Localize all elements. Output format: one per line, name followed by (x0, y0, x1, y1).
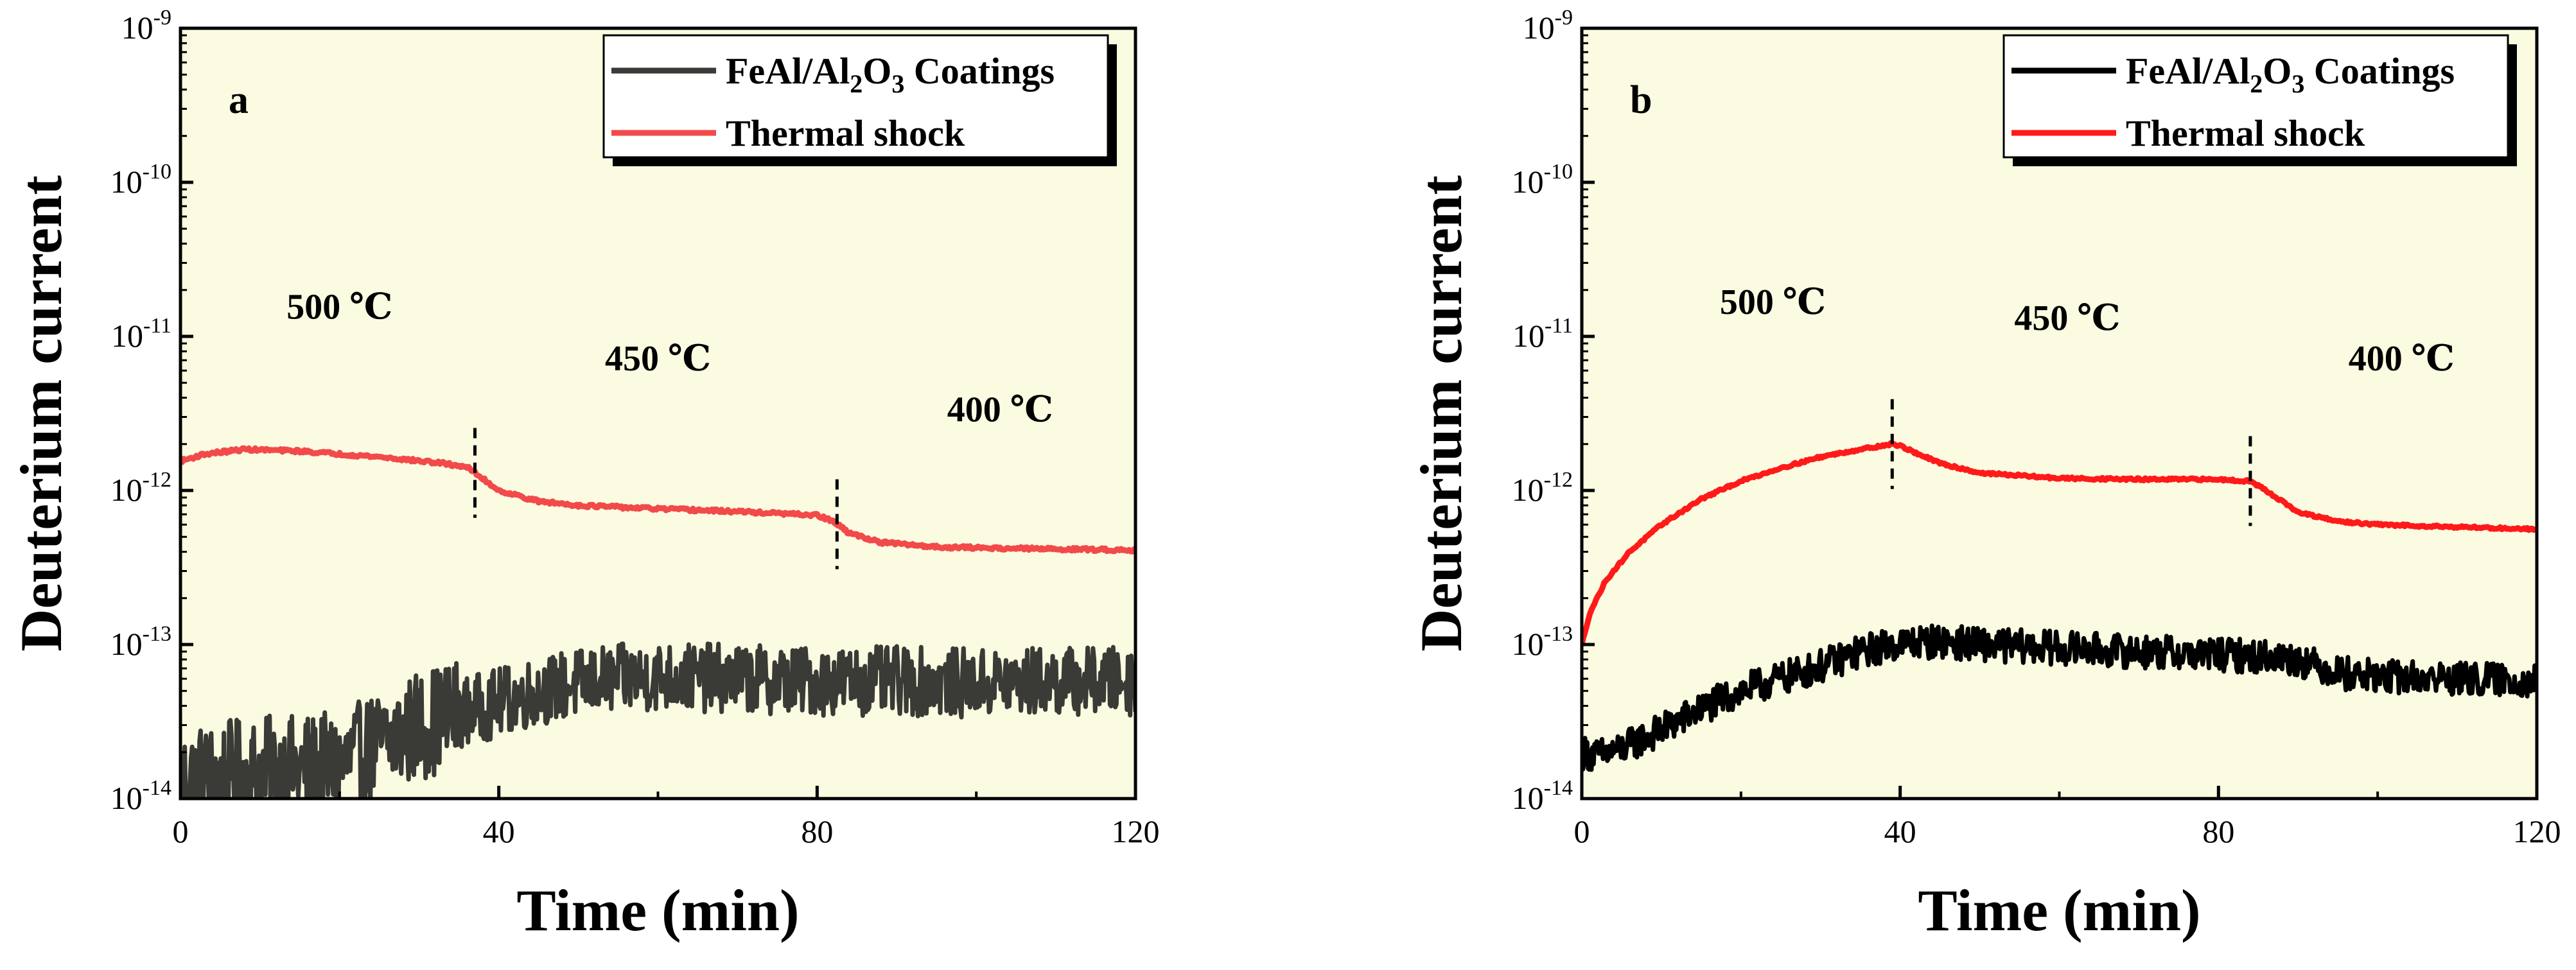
legend-label: Thermal shock (2126, 112, 2365, 154)
legend-label: FeAl/Al2O3 Coatings (726, 50, 1055, 98)
temperature-label: 500 ℃ (286, 288, 392, 327)
y-tick-label: 10-12 (1512, 468, 1573, 508)
y-tick-label: 10-10 (1512, 160, 1573, 200)
temperature-label: 450 ℃ (605, 339, 711, 379)
y-tick-label: 10-9 (121, 6, 171, 46)
temperature-label: 450 ℃ (2014, 299, 2120, 338)
panel-letter: b (1630, 78, 1652, 122)
x-tick-label: 40 (1884, 813, 1916, 849)
x-tick-label: 40 (483, 813, 515, 849)
x-tick-label: 80 (801, 813, 833, 849)
y-tick-label: 10-11 (1512, 314, 1573, 354)
legend-label: FeAl/Al2O3 Coatings (2126, 50, 2455, 98)
legend-box (2002, 34, 2509, 159)
series-line-feal-al2o3-coatings (180, 641, 1135, 799)
chart-panel-b: 500 ℃ 450 ℃ 400 ℃ 0 40 80 120 10-14 10-13 10-12 10… (1408, 6, 2561, 943)
x-tick-label: 0 (173, 813, 189, 849)
legend-label: Thermal shock (726, 112, 965, 154)
y-tick-label: 10-14 (1512, 776, 1573, 816)
panel-letter: a (229, 78, 249, 122)
series-line-thermal-shock (180, 445, 1135, 555)
y-axis-title: Deuterium current (1408, 175, 1474, 652)
y-tick-label: 10-11 (111, 314, 171, 354)
y-tick-label: 10-13 (110, 622, 171, 662)
y-tick-label: 10-13 (1512, 622, 1573, 662)
x-tick-label: 80 (2202, 813, 2234, 849)
x-tick-label: 120 (2513, 813, 2561, 849)
temperature-label: 400 ℃ (947, 390, 1053, 430)
x-tick-label: 120 (1112, 813, 1160, 849)
legend-box (602, 34, 1109, 159)
temperature-label: 500 ℃ (1720, 282, 1826, 322)
series-line-thermal-shock (1582, 440, 2537, 645)
y-tick-label: 10-14 (110, 776, 171, 816)
x-axis-title: Time (min) (516, 878, 799, 943)
y-tick-label: 10-9 (1523, 6, 1573, 46)
temperature-label: 400 ℃ (2349, 339, 2455, 379)
x-tick-label: 0 (1574, 813, 1590, 849)
chart-panel-a: 500 ℃ 450 ℃ 400 ℃ 0 40 80 120 10-14 10-13 10-12 10… (8, 6, 1160, 943)
y-axis-title: Deuterium current (8, 175, 74, 652)
series-line-feal-al2o3-coatings (1582, 623, 2537, 772)
y-tick-label: 10-10 (110, 160, 171, 200)
x-axis-title: Time (min) (1918, 878, 2200, 943)
y-tick-label: 10-12 (110, 468, 171, 508)
